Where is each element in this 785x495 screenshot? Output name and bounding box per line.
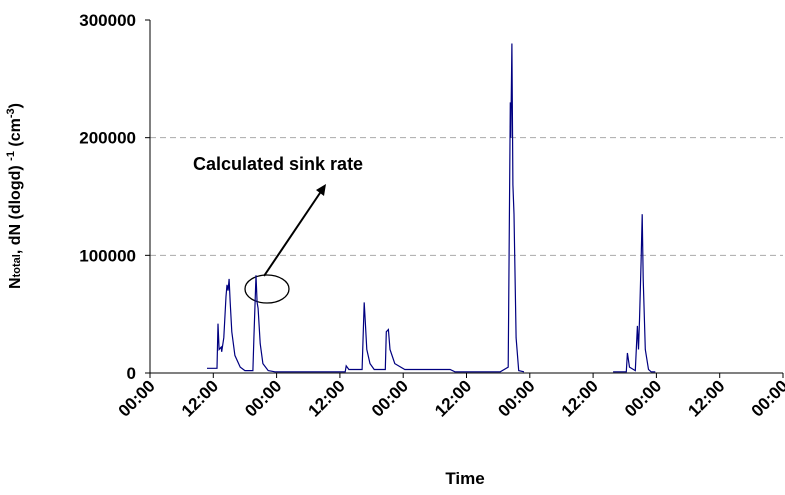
x-tick-label: 00:00 xyxy=(748,376,785,420)
y-label-part: N xyxy=(7,277,24,289)
x-tick-label: 12:00 xyxy=(684,376,728,420)
y-axis-label: Ntotal, dN (dlogd) -1 (cm-3) xyxy=(5,103,24,289)
x-tick-label: 00:00 xyxy=(494,376,538,420)
x-tick-label: 00:00 xyxy=(368,376,412,420)
arrow-head xyxy=(316,184,326,196)
y-label-part: -3 xyxy=(5,108,17,118)
x-tick-label: 12:00 xyxy=(558,376,602,420)
x-tick-label: 00:00 xyxy=(621,376,665,420)
x-axis-label: Time xyxy=(445,469,484,488)
y-label-part: , dN (dlogd) xyxy=(7,161,24,254)
annotation-ellipse xyxy=(244,274,290,304)
y-tick-label: 200000 xyxy=(79,129,136,148)
x-tick-label: 00:00 xyxy=(115,376,159,420)
x-tick-label: 12:00 xyxy=(305,376,349,420)
y-tick-label: 0 xyxy=(127,364,136,383)
y-tick-label: 300000 xyxy=(79,11,136,30)
annotation-arrow xyxy=(263,189,323,277)
y-label-part: ) xyxy=(7,103,24,108)
x-tick-label: 12:00 xyxy=(431,376,475,420)
y-label-part: (cm xyxy=(7,118,24,151)
y-tick-label: 100000 xyxy=(79,246,136,265)
y-label-part: total xyxy=(11,254,23,277)
annotation: Calculated sink rate xyxy=(193,154,363,174)
data-line xyxy=(207,43,656,373)
x-tick-label: 00:00 xyxy=(241,376,285,420)
y-label-part: -1 xyxy=(5,151,17,161)
x-tick-label: 12:00 xyxy=(178,376,222,420)
